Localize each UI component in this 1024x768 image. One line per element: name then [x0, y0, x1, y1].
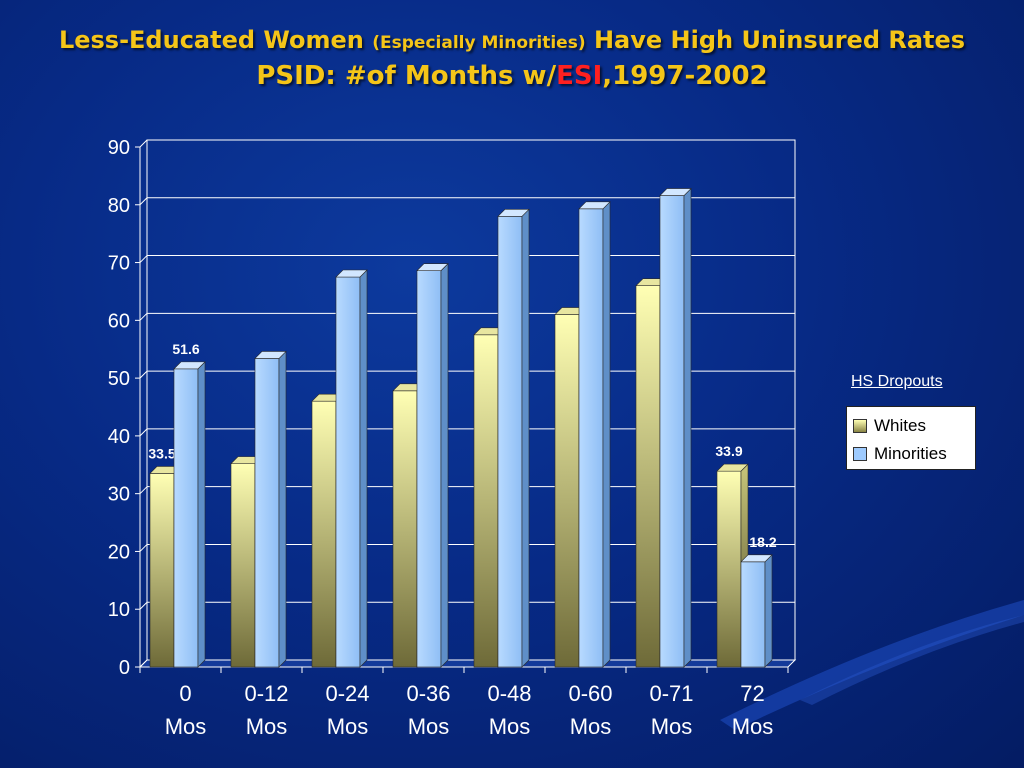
bar-top-minorities-4: [497, 209, 530, 217]
title-line1-parenthetical: (Especially Minorities): [372, 33, 586, 53]
title-line2-end: ,1997-2002: [602, 61, 768, 91]
y-tick-label: 30: [108, 484, 130, 506]
title-line1-main: Less-Educated Women: [58, 26, 364, 54]
bar-whites-3: [392, 390, 418, 668]
x-tick-label-1-1: Mos: [246, 714, 288, 739]
bar-whites-1: [230, 463, 256, 668]
gridline-side: [139, 544, 148, 552]
bar-whites-0: [149, 473, 175, 668]
x-tick-label-1-0: 0-12: [244, 681, 288, 706]
x-tick-label-4-0: 0-48: [487, 681, 531, 706]
title-line2-esi: ESI: [556, 61, 603, 91]
x-tick-label-0-0: 0: [179, 681, 191, 706]
y-tick-label: 10: [108, 599, 130, 621]
legend-swatch-minorities: [853, 447, 867, 461]
data-label-whites-0: 33.5: [148, 445, 175, 461]
gridline-side: [139, 659, 148, 668]
data-label-minorities-7: 18.2: [749, 534, 776, 550]
y-tick-label: 90: [108, 137, 130, 159]
gridline-side: [139, 370, 148, 379]
x-tick-label-7-1: Mos: [732, 714, 774, 739]
legend-item-minorities: Minorities: [853, 443, 947, 465]
y-tick-label: 40: [108, 426, 130, 448]
bar-top-minorities-6: [659, 188, 692, 196]
bar-minorities-3: [416, 270, 442, 668]
legend-item-whites: Whites: [853, 415, 926, 437]
bar-top-minorities-7: [740, 554, 773, 563]
y-tick-label: 80: [108, 195, 130, 217]
data-label-whites-7: 33.9: [715, 443, 742, 459]
x-tick-label-0-1: Mos: [165, 714, 207, 739]
y-tick-label: 70: [108, 253, 130, 275]
x-tick-label-6-0: 0-71: [649, 681, 693, 706]
bar-minorities-6: [659, 195, 685, 668]
bar-minorities-2: [335, 276, 361, 668]
bar-side-minorities-3: [440, 262, 449, 668]
gridline-side: [139, 312, 148, 321]
bar-minorities-1: [254, 358, 280, 668]
x-tick-label-2-1: Mos: [327, 714, 369, 739]
gridline-side: [139, 197, 148, 206]
y-tick-label: 0: [119, 657, 130, 679]
bar-top-whites-7: [716, 463, 749, 472]
title-line1-end: Have High Uninsured Rates: [593, 26, 966, 54]
bar-side-minorities-0: [197, 361, 206, 668]
x-tick-label-4-1: Mos: [489, 714, 531, 739]
bar-side-minorities-6: [683, 187, 692, 668]
bar-side-minorities-4: [521, 208, 530, 668]
x-tick-label-3-1: Mos: [408, 714, 450, 739]
x-tick-label-7-0: 72: [740, 681, 764, 706]
bar-whites-7: [716, 470, 742, 668]
y-tick-label: 50: [108, 368, 130, 390]
data-label-minorities-0: 51.6: [172, 341, 199, 357]
bar-side-minorities-7: [764, 554, 773, 668]
x-tick-label-5-1: Mos: [570, 714, 612, 739]
y-tick-label: 60: [108, 310, 130, 332]
legend-label-whites: Whites: [874, 416, 926, 435]
x-tick-label-3-0: 0-36: [406, 681, 450, 706]
bar-whites-6: [635, 285, 661, 668]
bar-minorities-4: [497, 216, 523, 668]
bar-whites-4: [473, 334, 499, 668]
slide-title: Less-Educated Women (Especially Minoriti…: [0, 24, 1024, 93]
x-tick-label-6-1: Mos: [651, 714, 693, 739]
legend-label-minorities: Minorities: [874, 444, 947, 463]
title-line2-start: PSID: #of Months w/: [256, 61, 557, 91]
bar-whites-5: [554, 314, 580, 668]
bar-side-minorities-5: [602, 201, 611, 668]
bar-top-minorities-0: [173, 361, 206, 370]
x-tick-label-2-0: 0-24: [325, 681, 369, 706]
chart-legend: Whites Minorities: [846, 406, 976, 470]
gridline-side: [139, 255, 148, 263]
gridline-side: [139, 428, 148, 437]
bar-top-minorities-3: [416, 263, 449, 271]
bar-minorities-5: [578, 208, 604, 668]
gridline-side: [139, 139, 148, 148]
gridline-side: [139, 486, 148, 495]
legend-group-label: HS Dropouts: [851, 373, 943, 390]
bar-minorities-7: [740, 561, 766, 668]
bar-side-minorities-1: [278, 350, 287, 668]
bar-top-minorities-2: [335, 269, 368, 278]
gridline-side: [139, 601, 148, 610]
y-tick-label: 20: [108, 541, 130, 563]
bar-side-minorities-2: [359, 269, 368, 668]
x-tick-label-5-0: 0-60: [568, 681, 612, 706]
bar-whites-2: [311, 400, 337, 668]
legend-swatch-whites: [853, 419, 867, 433]
bar-minorities-0: [173, 368, 199, 668]
bar-top-minorities-5: [578, 201, 611, 210]
bar-top-minorities-1: [254, 351, 287, 359]
